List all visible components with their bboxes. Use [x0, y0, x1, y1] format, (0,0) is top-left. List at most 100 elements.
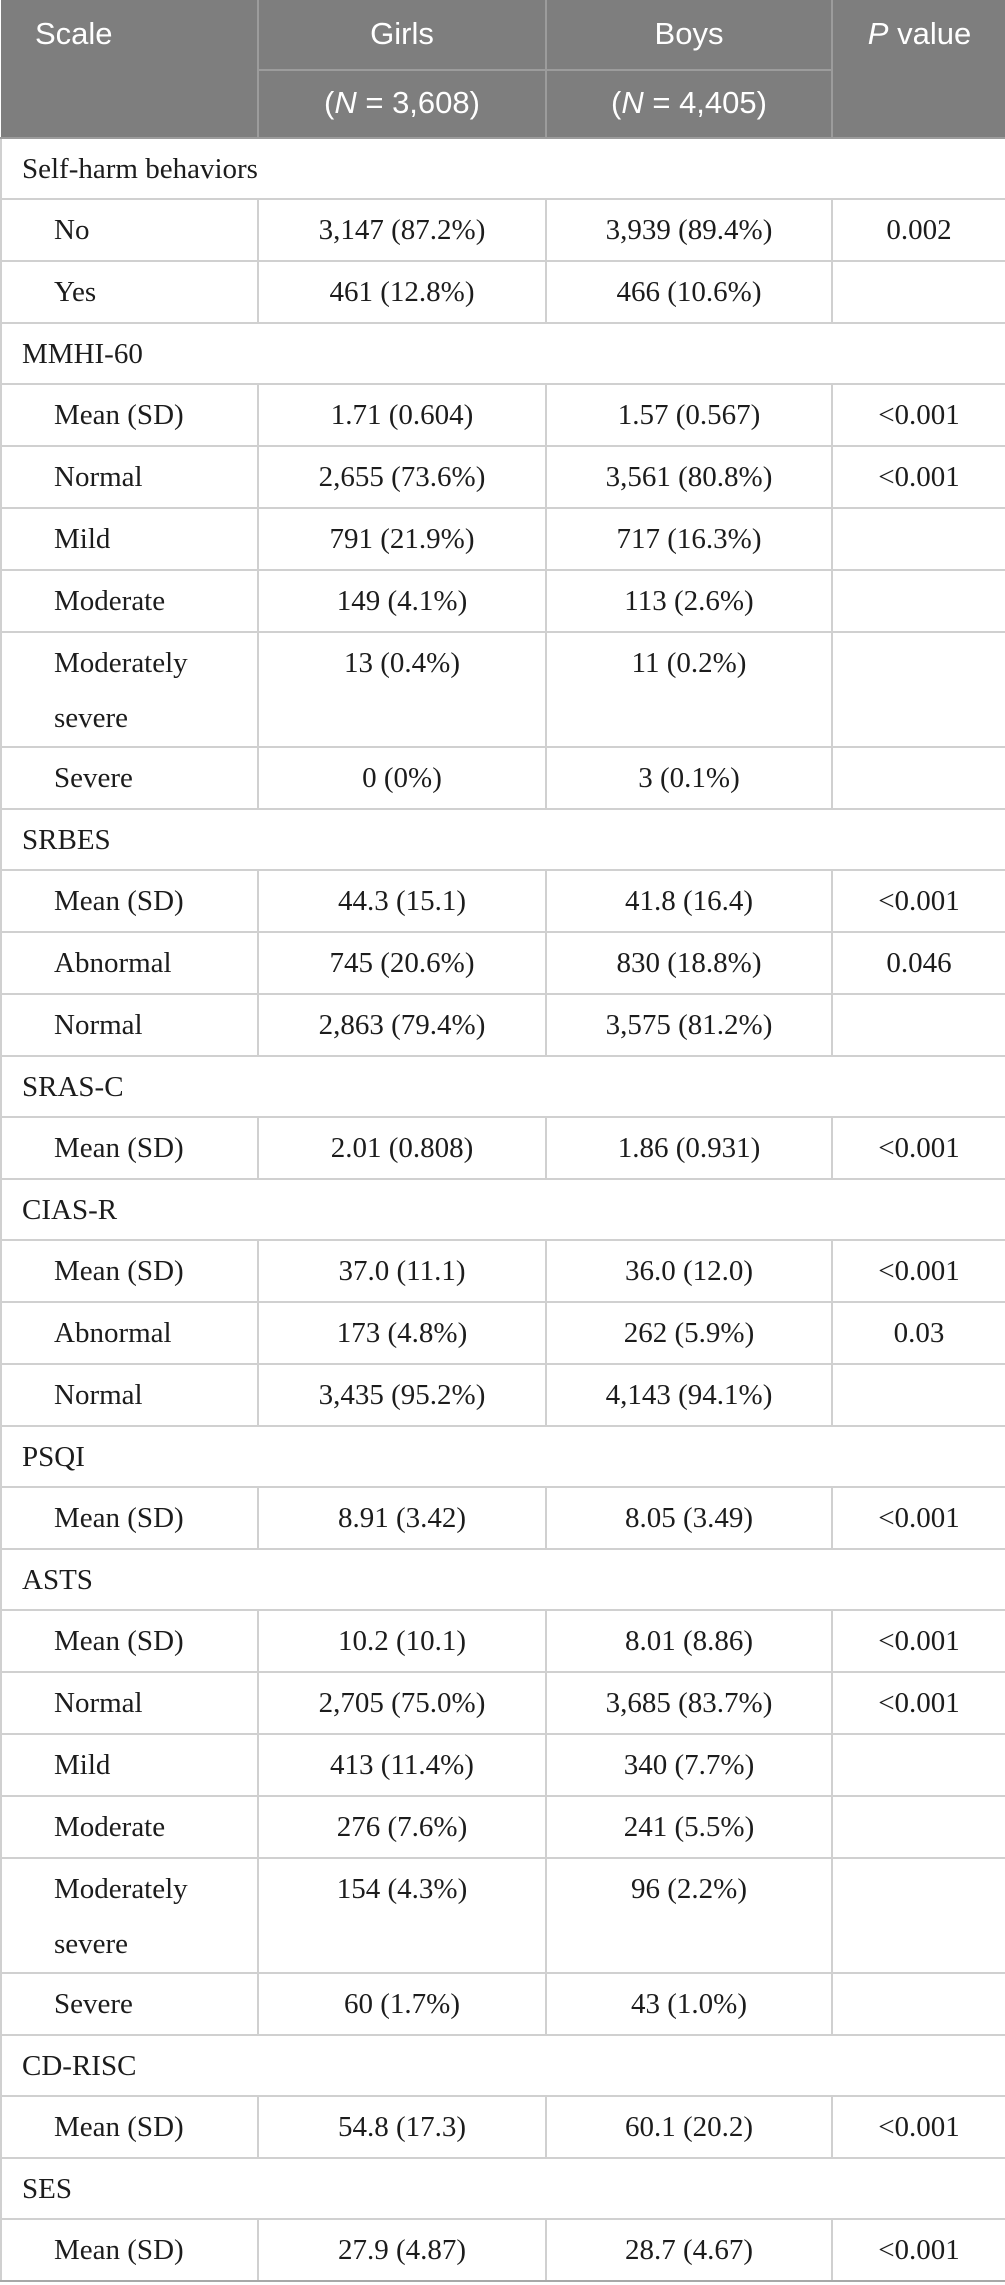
p-value: <0.001 [831, 1239, 1005, 1303]
header-scale: Scale [1, 0, 259, 139]
p-value [831, 1857, 1005, 1974]
table-row: Abnormal 173 (4.8%) 262 (5.9%) 0.03 [0, 1301, 1005, 1365]
boys-value: 3,939 (89.4%) [545, 198, 833, 262]
p-value: <0.001 [831, 869, 1005, 933]
p-value: 0.03 [831, 1301, 1005, 1365]
boys-n-rest: = 4,405) [643, 85, 767, 120]
p-value: <0.001 [831, 1609, 1005, 1673]
table-row: Mean (SD) 1.71 (0.604) 1.57 (0.567) <0.001 [0, 383, 1005, 447]
boys-value: 830 (18.8%) [545, 931, 833, 995]
section-row: PSQI [0, 1425, 1005, 1488]
table-row: Abnormal 745 (20.6%) 830 (18.8%) 0.046 [0, 931, 1005, 995]
row-label: Moderate [0, 1795, 259, 1859]
header-boys: Boys [545, 0, 833, 71]
row-label: Severe [0, 1972, 259, 2036]
table-row: Mild 791 (21.9%) 717 (16.3%) [0, 507, 1005, 571]
section-label: CIAS-R [0, 1178, 1005, 1241]
girls-value: 0 (0%) [257, 746, 547, 810]
row-label: No [0, 198, 259, 262]
section-label: MMHI-60 [0, 322, 1005, 385]
boys-value: 3,685 (83.7%) [545, 1671, 833, 1735]
girls-value: 154 (4.3%) [257, 1857, 547, 1974]
row-label: Abnormal [0, 931, 259, 995]
girls-n-italic: N [334, 85, 357, 120]
table-row: Normal 2,655 (73.6%) 3,561 (80.8%) <0.001 [0, 445, 1005, 509]
p-value [831, 1795, 1005, 1859]
row-label: Normal [0, 993, 259, 1057]
table-row: Normal 2,705 (75.0%) 3,685 (83.7%) <0.001 [0, 1671, 1005, 1735]
table-row: Mean (SD) 37.0 (11.1) 36.0 (12.0) <0.001 [0, 1239, 1005, 1303]
girls-value: 3,435 (95.2%) [257, 1363, 547, 1427]
section-label: PSQI [0, 1425, 1005, 1488]
p-value [831, 569, 1005, 633]
p-value [831, 631, 1005, 748]
section-label: Self-harm behaviors [0, 137, 1005, 200]
row-label: Mean (SD) [0, 383, 259, 447]
boys-n-italic: N [621, 85, 644, 120]
boys-value: 1.57 (0.567) [545, 383, 833, 447]
p-value: <0.001 [831, 383, 1005, 447]
header-boys-n: (N = 4,405) [545, 70, 833, 139]
section-label: SES [0, 2157, 1005, 2220]
table-row: Mean (SD) 27.9 (4.87) 28.7 (4.67) <0.001 [0, 2218, 1005, 2282]
girls-value: 2,863 (79.4%) [257, 993, 547, 1057]
girls-value: 413 (11.4%) [257, 1733, 547, 1797]
header-girls-n: (N = 3,608) [257, 70, 547, 139]
girls-value: 461 (12.8%) [257, 260, 547, 324]
section-row: SRAS-C [0, 1055, 1005, 1118]
section-row: CD-RISC [0, 2034, 1005, 2097]
boys-n-open: ( [611, 85, 622, 120]
boys-value: 113 (2.6%) [545, 569, 833, 633]
boys-value: 11 (0.2%) [545, 631, 833, 748]
section-label: SRBES [0, 808, 1005, 871]
p-value [831, 260, 1005, 324]
p-value-italic-p: P [867, 16, 889, 51]
p-value: <0.001 [831, 2095, 1005, 2159]
p-value [831, 1363, 1005, 1427]
p-value [831, 1733, 1005, 1797]
p-value [831, 746, 1005, 810]
boys-value: 717 (16.3%) [545, 507, 833, 571]
girls-value: 37.0 (11.1) [257, 1239, 547, 1303]
boys-value: 4,143 (94.1%) [545, 1363, 833, 1427]
p-value: <0.001 [831, 445, 1005, 509]
section-label: CD-RISC [0, 2034, 1005, 2097]
girls-value: 8.91 (3.42) [257, 1486, 547, 1550]
row-label: Moderately severe [0, 631, 259, 748]
section-label: ASTS [0, 1548, 1005, 1611]
girls-value: 173 (4.8%) [257, 1301, 547, 1365]
row-label: Yes [0, 260, 259, 324]
table-row: Moderately severe 13 (0.4%) 11 (0.2%) [0, 631, 1005, 748]
table-row: Normal 3,435 (95.2%) 4,143 (94.1%) [0, 1363, 1005, 1427]
row-label: Mean (SD) [0, 1486, 259, 1550]
table-row: Moderate 276 (7.6%) 241 (5.5%) [0, 1795, 1005, 1859]
boys-value: 3,575 (81.2%) [545, 993, 833, 1057]
row-label: Mean (SD) [0, 2095, 259, 2159]
row-label: Severe [0, 746, 259, 810]
table-row: Moderately severe 154 (4.3%) 96 (2.2%) [0, 1857, 1005, 1974]
section-label: SRAS-C [0, 1055, 1005, 1118]
girls-value: 276 (7.6%) [257, 1795, 547, 1859]
girls-value: 10.2 (10.1) [257, 1609, 547, 1673]
section-row: MMHI-60 [0, 322, 1005, 385]
girls-n-rest: = 3,608) [356, 85, 480, 120]
table-row: Mean (SD) 44.3 (15.1) 41.8 (16.4) <0.001 [0, 869, 1005, 933]
p-value [831, 507, 1005, 571]
row-label: Moderately severe [0, 1857, 259, 1974]
girls-value: 3,147 (87.2%) [257, 198, 547, 262]
row-label: Mild [0, 1733, 259, 1797]
girls-value: 745 (20.6%) [257, 931, 547, 995]
boys-value: 262 (5.9%) [545, 1301, 833, 1365]
table-row: Moderate 149 (4.1%) 113 (2.6%) [0, 569, 1005, 633]
row-label: Mild [0, 507, 259, 571]
girls-value: 2,705 (75.0%) [257, 1671, 547, 1735]
header-p-value: P value [831, 0, 1005, 139]
table-row: Mean (SD) 8.91 (3.42) 8.05 (3.49) <0.001 [0, 1486, 1005, 1550]
girls-value: 44.3 (15.1) [257, 869, 547, 933]
girls-n-open: ( [324, 85, 335, 120]
boys-value: 36.0 (12.0) [545, 1239, 833, 1303]
section-row: CIAS-R [0, 1178, 1005, 1241]
boys-value: 340 (7.7%) [545, 1733, 833, 1797]
p-value: <0.001 [831, 1671, 1005, 1735]
